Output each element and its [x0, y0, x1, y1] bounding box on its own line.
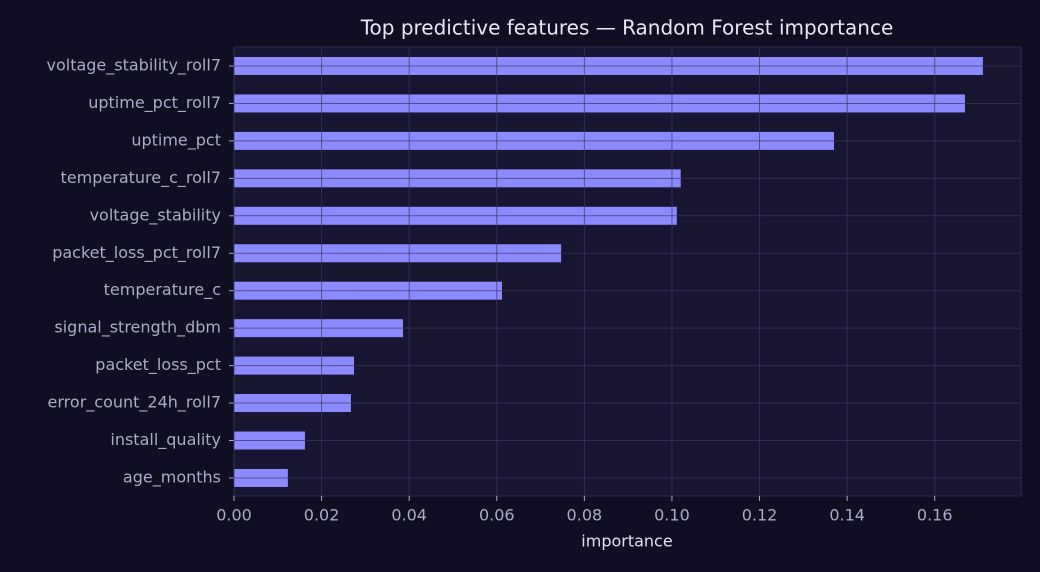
x-tick-label: 0.02 [304, 506, 340, 525]
y-tick-label: install_quality [110, 430, 221, 450]
y-tick-label: packet_loss_pct [95, 355, 221, 375]
plot-area [233, 46, 1022, 497]
x-tick-label: 0.04 [391, 506, 427, 525]
x-tick-label: 0.10 [654, 506, 690, 525]
x-tick-label: 0.14 [829, 506, 865, 525]
y-tick-label: error_count_24h_roll7 [48, 393, 221, 413]
x-tick-label: 0.16 [917, 506, 953, 525]
y-tick-label: age_months [123, 467, 221, 487]
y-tick-label: uptime_pct [131, 130, 221, 150]
chart-title: Top predictive features — Random Forest … [360, 16, 894, 40]
x-axis-label: importance [581, 532, 672, 551]
x-tick-label: 0.06 [479, 506, 515, 525]
y-tick-label: signal_strength_dbm [54, 318, 221, 338]
x-tick-label: 0.08 [567, 506, 603, 525]
y-tick-label: packet_loss_pct_roll7 [52, 243, 221, 263]
x-tick-label: 0.12 [742, 506, 778, 525]
y-tick-label: uptime_pct_roll7 [88, 93, 221, 113]
y-tick-label: temperature_c [104, 280, 221, 300]
y-tick-label: voltage_stability_roll7 [46, 56, 221, 76]
y-tick-label: voltage_stability [90, 205, 221, 225]
y-tick-label: temperature_c_roll7 [61, 168, 221, 188]
x-tick-label: 0.00 [216, 506, 252, 525]
